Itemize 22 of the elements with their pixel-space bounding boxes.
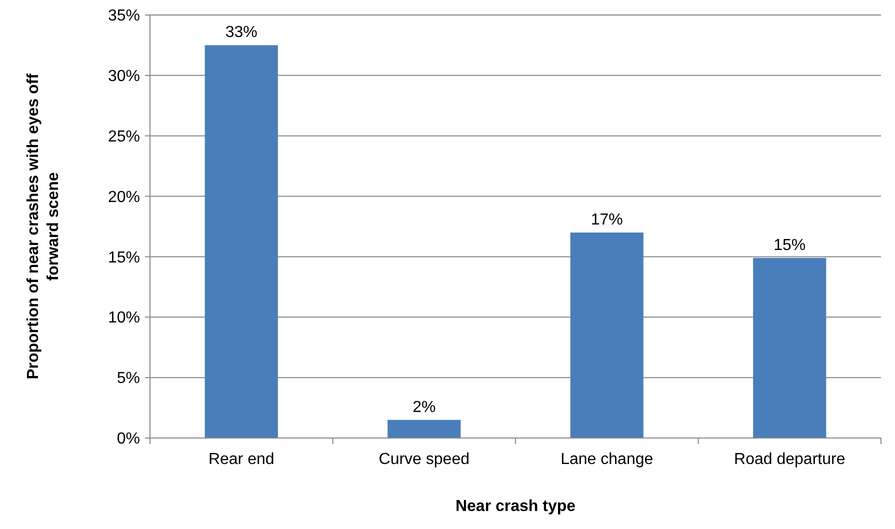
x-tick-label: Road departure [734, 451, 846, 468]
bar [204, 45, 278, 438]
y-tick-label: 5% [116, 370, 140, 388]
y-tick-label: 10% [108, 310, 140, 327]
data-label: 33% [225, 24, 258, 42]
bar [753, 258, 826, 438]
x-tick-label: Lane change [560, 451, 654, 468]
x-tick-label: Rear end [208, 451, 274, 468]
y-tick-label: 30% [108, 68, 140, 86]
y-tick-label: 0% [116, 430, 140, 448]
x-axis-title: Near crash type [455, 498, 576, 515]
bar [570, 232, 644, 438]
y-tick-label: 15% [108, 249, 140, 266]
x-tick-label: Curve speed [378, 451, 470, 468]
y-tick-label: 35% [108, 8, 140, 25]
y-tick-label: 25% [108, 128, 140, 146]
y-axis-title: Proportion of near crashes with eyes off forward scene [25, 72, 62, 380]
data-label: 2% [412, 398, 436, 416]
data-label: 17% [590, 212, 623, 229]
data-label: 15% [774, 236, 806, 254]
y-tick-label: 20% [108, 188, 140, 206]
bar [388, 420, 461, 438]
